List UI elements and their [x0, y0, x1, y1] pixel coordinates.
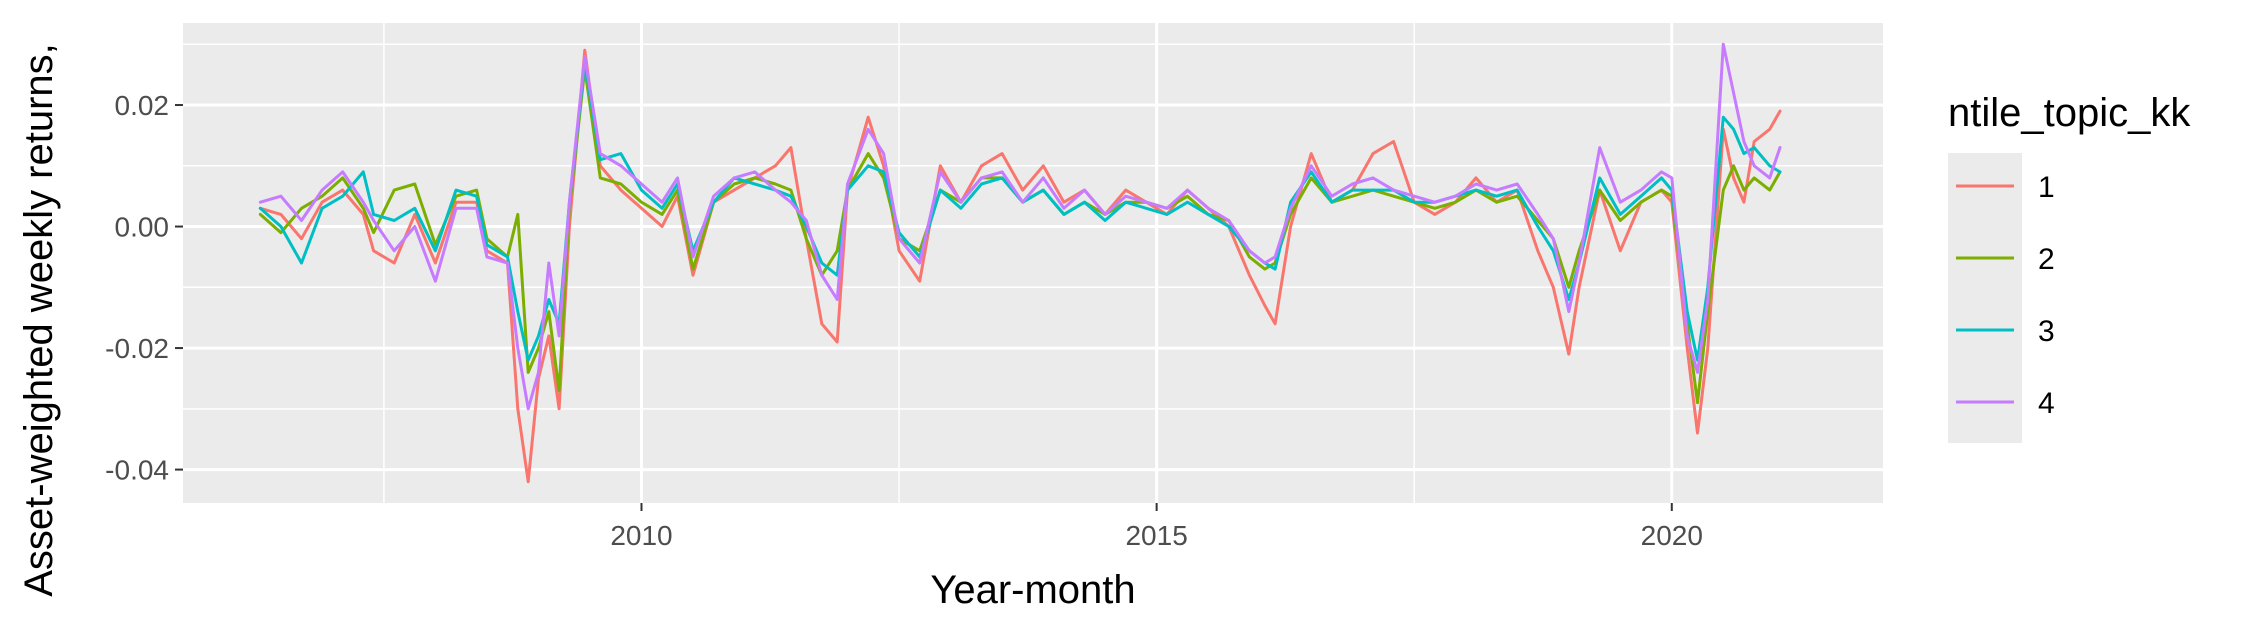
plot-panel [183, 23, 1883, 503]
y-tick-label: -0.02 [105, 333, 169, 364]
legend-items: 1 2 3 4 [1956, 171, 2055, 420]
legend-label-4: 4 [2038, 387, 2055, 420]
legend: ntile_topic_kk 1 2 3 4 [1948, 91, 2191, 443]
y-tick-label: 0.02 [115, 90, 170, 121]
y-axis-ticks: -0.04 -0.02 0.00 0.02 [105, 90, 183, 486]
legend-key-panel [1948, 153, 2022, 443]
y-tick-label: 0.00 [115, 212, 170, 243]
series-lines [258, 42, 1782, 484]
minor-gridlines [183, 23, 1883, 503]
legend-title: ntile_topic_kk [1948, 91, 2191, 135]
major-gridlines [183, 23, 1883, 503]
x-axis-title: Year-month [930, 568, 1135, 612]
series-line-4 [258, 42, 1782, 411]
x-tick-label: 2010 [610, 520, 672, 551]
legend-label-3: 3 [2038, 315, 2055, 348]
y-axis-title: Asset-weighted weekly returns, [17, 43, 61, 597]
x-tick-label: 2020 [1641, 520, 1703, 551]
x-axis-ticks: 2010 2015 2020 [610, 503, 1703, 551]
legend-label-2: 2 [2038, 243, 2055, 276]
series-line-1 [258, 48, 1782, 484]
y-tick-label: -0.04 [105, 455, 169, 486]
x-tick-label: 2015 [1125, 520, 1187, 551]
legend-label-1: 1 [2038, 171, 2055, 204]
